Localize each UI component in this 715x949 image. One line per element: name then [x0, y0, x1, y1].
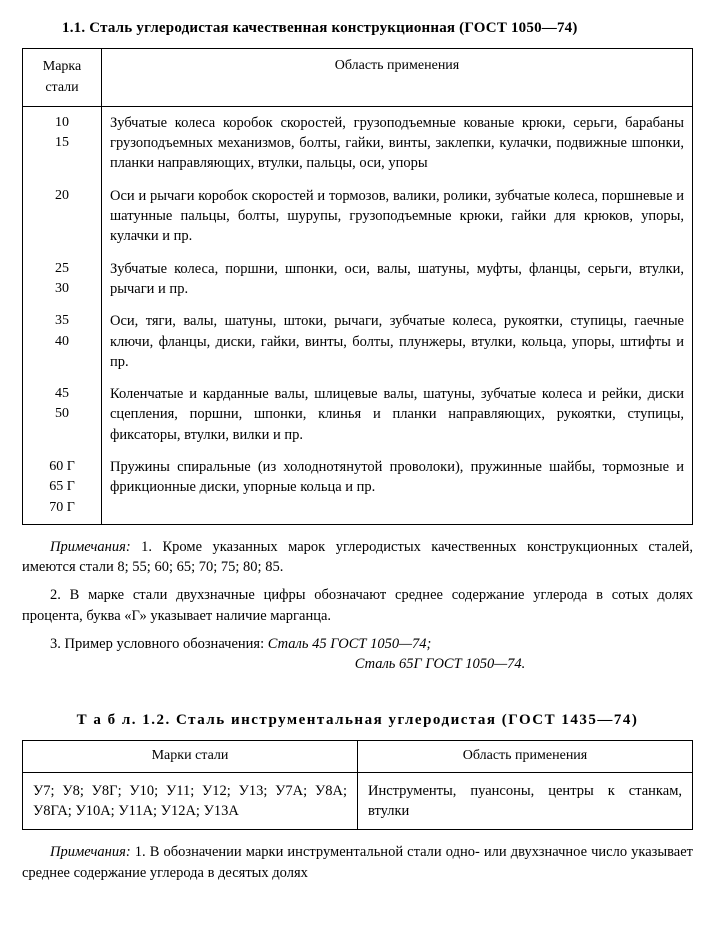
- notes-1: Примечания: 1. Кроме указанных марок угл…: [22, 537, 693, 578]
- t1-app-5: Пружины спиральные (из холоднотянутой пр…: [102, 451, 693, 524]
- t1-marks-5: 60 Г 65 Г 70 Г: [23, 451, 102, 524]
- t1-marks-3: 35 40: [23, 305, 102, 378]
- t1-header-marks: Марка стали: [23, 49, 102, 107]
- t1-marks-4: 45 50: [23, 378, 102, 451]
- t1-app-3: Оси, тяги, валы, шатуны, штоки, рычаги, …: [102, 305, 693, 378]
- table-2: Марки стали Область применения У7; У8; У…: [22, 740, 693, 830]
- t2-marks: У7; У8; У8Г; У10; У11; У12; У13; У7А; У8…: [23, 772, 358, 830]
- notes-2: Примечания: 1. В обозначении марки инстр…: [22, 842, 693, 883]
- t1-marks-2: 25 30: [23, 253, 102, 306]
- t1-app-0: Зубчатые колеса коробок скоростей, грузо…: [102, 106, 693, 179]
- t1-marks-1: 20: [23, 180, 102, 253]
- t1-app-1: Оси и рычаги коробок скоростей и тормозо…: [102, 180, 693, 253]
- notes-1-2: 2. В марке стали двухзначные цифры обозн…: [22, 585, 693, 626]
- t1-app-4: Коленчатые и карданные валы, шлицевые ва…: [102, 378, 693, 451]
- t1-app-2: Зубчатые колеса, поршни, шпонки, оси, ва…: [102, 253, 693, 306]
- t1-marks-0: 10 15: [23, 106, 102, 179]
- notes-1-3: 3. Пример условного обозначения: Сталь 4…: [22, 634, 693, 675]
- t2-header-marks: Марки стали: [23, 740, 358, 772]
- section-title-1: 1.1. Сталь углеродистая качественная кон…: [22, 18, 693, 38]
- t1-header-app: Область применения: [102, 49, 693, 107]
- t2-header-app: Область применения: [358, 740, 693, 772]
- t2-app: Инструменты, пуансоны, центры к станкам,…: [358, 772, 693, 830]
- table-1: Марка стали Область применения 10 15 Зуб…: [22, 48, 693, 525]
- section-title-2: Т а б л. 1.2. Сталь инструментальная угл…: [22, 710, 693, 730]
